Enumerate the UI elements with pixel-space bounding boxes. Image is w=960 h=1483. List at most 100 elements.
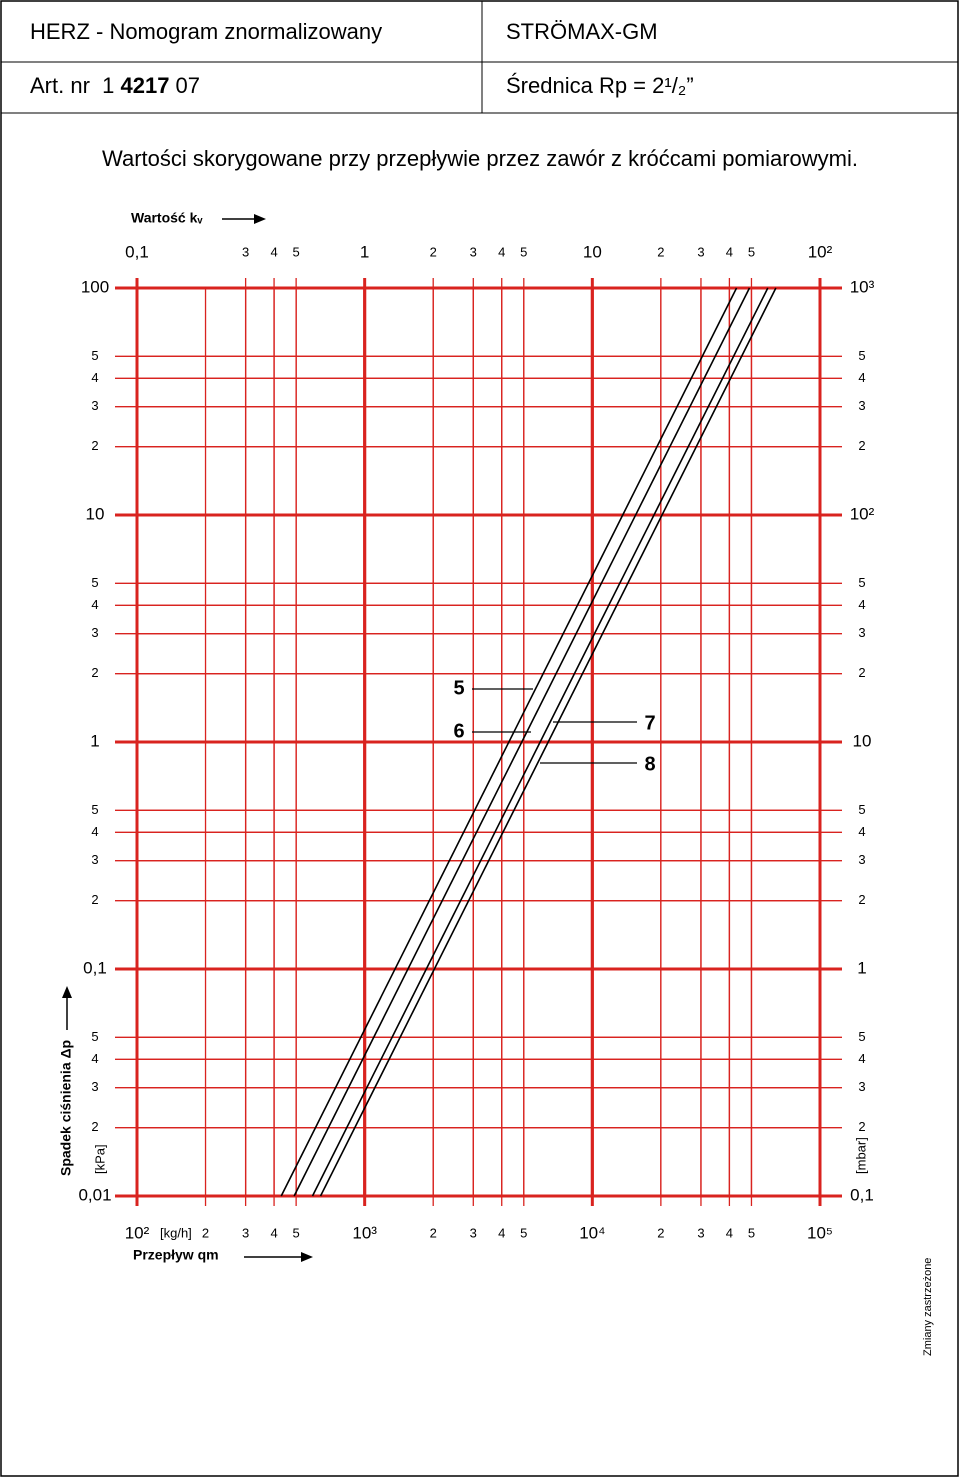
tick-label: 5 bbox=[91, 1029, 98, 1044]
header-title: HERZ - Nomogram znormalizowany bbox=[30, 19, 382, 44]
tick-label: 4 bbox=[498, 1225, 505, 1240]
tick-label: 3 bbox=[858, 398, 865, 413]
arrow-head bbox=[62, 986, 72, 998]
tick-label: 5 bbox=[748, 244, 755, 259]
tick-label: 5 bbox=[91, 802, 98, 817]
tick-label: 10 bbox=[583, 242, 602, 261]
series-label: 5 bbox=[453, 677, 464, 699]
article-prefix: Art. nr 1 bbox=[30, 73, 120, 98]
tick-label: 4 bbox=[726, 244, 733, 259]
tick-label: 5 bbox=[748, 1225, 755, 1240]
arrow-head bbox=[301, 1252, 313, 1262]
tick-label: 2 bbox=[91, 665, 98, 680]
series-line bbox=[293, 287, 751, 1197]
tick-label: 10² bbox=[808, 242, 833, 261]
tick-label: 0,1 bbox=[83, 958, 107, 977]
tick-label: 3 bbox=[470, 244, 477, 259]
tick-label: 4 bbox=[858, 597, 865, 612]
y-axis-title: Spadek ciśnienia Δp bbox=[58, 1040, 74, 1176]
tick-label: 2 bbox=[91, 438, 98, 453]
tick-label: 10⁵ bbox=[807, 1223, 833, 1242]
tick-label: 4 bbox=[91, 370, 98, 385]
tick-label: 3 bbox=[91, 1079, 98, 1094]
tick-label: 5 bbox=[858, 575, 865, 590]
tick-label: 10³ bbox=[850, 277, 875, 296]
tick-label: 0,1 bbox=[125, 242, 149, 261]
tick-label: 1 bbox=[360, 242, 369, 261]
series-line bbox=[280, 287, 738, 1197]
tick-label: 0,1 bbox=[850, 1185, 874, 1204]
tick-label: 3 bbox=[858, 1079, 865, 1094]
tick-label: 3 bbox=[470, 1225, 477, 1240]
tick-label: 10 bbox=[86, 504, 105, 523]
article-number: Art. nr 1 4217 07 bbox=[30, 73, 200, 98]
tick-label: 3 bbox=[858, 852, 865, 867]
tick-label: 10⁴ bbox=[579, 1223, 605, 1242]
tick-label: 3 bbox=[242, 244, 249, 259]
tick-label: 0,01 bbox=[78, 1185, 111, 1204]
article-bold: 4217 bbox=[120, 73, 169, 98]
tick-label: 10 bbox=[853, 731, 872, 750]
tick-label: 2 bbox=[430, 244, 437, 259]
tick-label: 2 bbox=[657, 244, 664, 259]
footer-note: Zmiany zastrzeżone bbox=[922, 1258, 934, 1356]
tick-label: 3 bbox=[858, 625, 865, 640]
tick-label: 5 bbox=[91, 348, 98, 363]
arrow-head bbox=[254, 214, 266, 224]
tick-label: 3 bbox=[91, 398, 98, 413]
series-line bbox=[319, 287, 777, 1197]
header-product: STRÖMAX-GM bbox=[506, 19, 658, 44]
tick-label: 1 bbox=[857, 958, 866, 977]
tick-label: 3 bbox=[697, 244, 704, 259]
plot-frame bbox=[135, 286, 822, 1198]
y2-unit: [mbar] bbox=[853, 1137, 868, 1174]
tick-label: 5 bbox=[858, 1029, 865, 1044]
tick-label: 5 bbox=[858, 802, 865, 817]
tick-label: 5 bbox=[293, 244, 300, 259]
tick-label: 4 bbox=[726, 1225, 733, 1240]
tick-label: 4 bbox=[91, 597, 98, 612]
tick-label: 10² bbox=[850, 504, 875, 523]
tick-label: 4 bbox=[858, 370, 865, 385]
tick-label: 4 bbox=[498, 244, 505, 259]
article-suffix: 07 bbox=[169, 73, 200, 98]
subtitle: Wartości skorygowane przy przepływie prz… bbox=[102, 146, 858, 171]
tick-label: 2 bbox=[858, 665, 865, 680]
tick-label: 2 bbox=[858, 892, 865, 907]
tick-label: 5 bbox=[858, 348, 865, 363]
tick-label: 2 bbox=[91, 1119, 98, 1134]
y-unit: [kPa] bbox=[92, 1144, 107, 1174]
tick-label: 10² bbox=[125, 1223, 150, 1242]
x-unit: [kg/h] bbox=[160, 1225, 192, 1240]
tick-label: 2 bbox=[858, 438, 865, 453]
tick-label: 2 bbox=[858, 1119, 865, 1134]
x-axis-title: Przepływ qm bbox=[133, 1247, 219, 1263]
series-label: 7 bbox=[644, 712, 655, 734]
header-diameter: Średnica Rp = 2¹/₂” bbox=[506, 73, 694, 98]
tick-label: 4 bbox=[858, 1051, 865, 1066]
tick-label: 3 bbox=[242, 1225, 249, 1240]
tick-label: 3 bbox=[91, 625, 98, 640]
tick-label: 5 bbox=[293, 1225, 300, 1240]
tick-label: 10³ bbox=[352, 1223, 377, 1242]
series-label: 6 bbox=[453, 720, 464, 742]
x2-axis-title: Wartość kᵥ bbox=[131, 210, 203, 226]
tick-label: 2 bbox=[91, 892, 98, 907]
series-line bbox=[311, 287, 769, 1197]
tick-label: 4 bbox=[91, 824, 98, 839]
tick-label: 5 bbox=[520, 1225, 527, 1240]
tick-label: 100 bbox=[81, 277, 109, 296]
tick-label: 4 bbox=[270, 1225, 277, 1240]
tick-label: 2 bbox=[202, 1225, 209, 1240]
tick-label: 2 bbox=[657, 1225, 664, 1240]
tick-label: 5 bbox=[520, 244, 527, 259]
series-label: 8 bbox=[644, 753, 655, 775]
tick-label: 3 bbox=[91, 852, 98, 867]
tick-label: 4 bbox=[858, 824, 865, 839]
tick-label: 4 bbox=[270, 244, 277, 259]
tick-label: 5 bbox=[91, 575, 98, 590]
tick-label: 3 bbox=[697, 1225, 704, 1240]
tick-label: 2 bbox=[430, 1225, 437, 1240]
